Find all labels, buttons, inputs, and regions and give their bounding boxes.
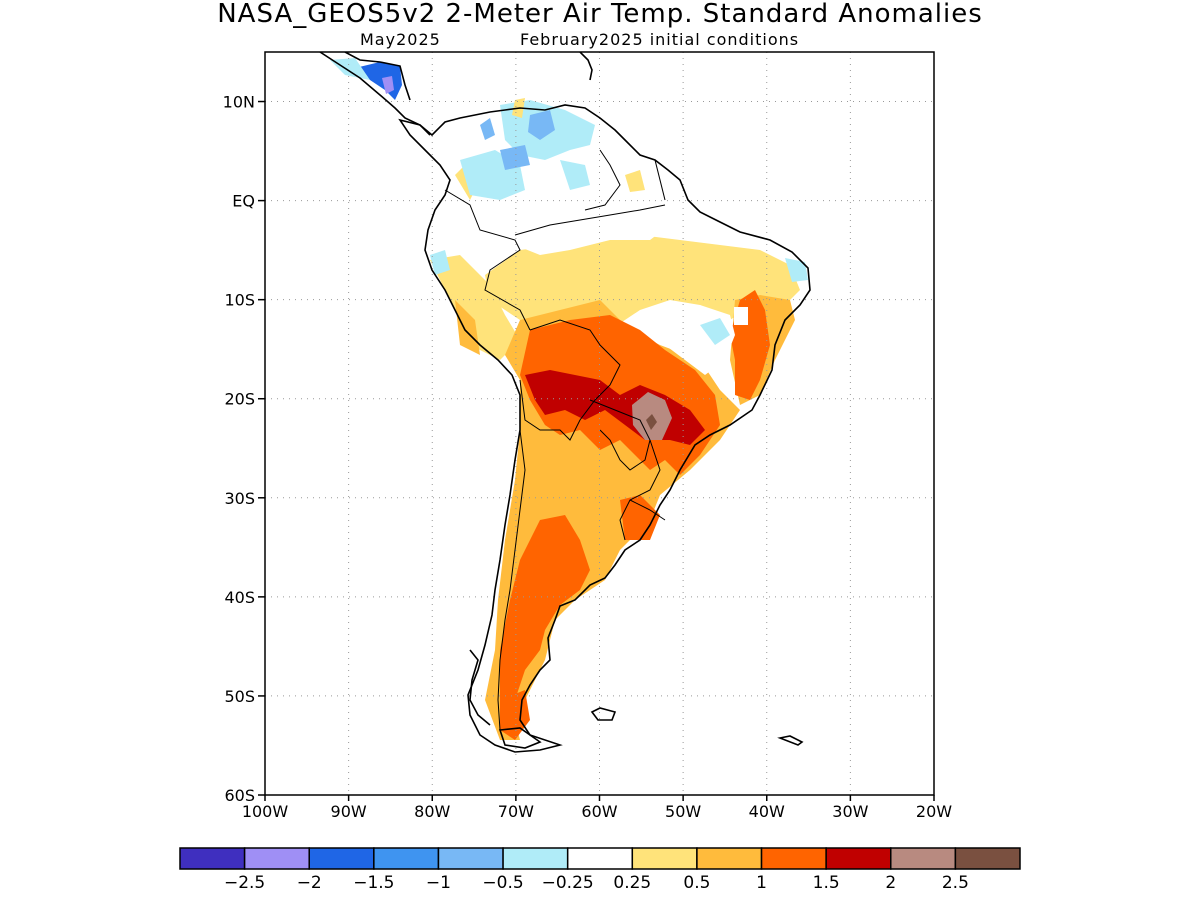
forecast-month: May2025 [360, 30, 441, 49]
border-3 [519, 319, 621, 441]
tierra-del-fuego [498, 727, 542, 749]
anomaly-light-yellow-west [430, 255, 520, 360]
colorbar-label: 2.5 [942, 873, 969, 893]
colorbar-swatch [696, 847, 763, 870]
anomaly-blue-venezuela [528, 110, 555, 140]
map-title: NASA_GEOS5v2 2-Meter Air Temp. Standard … [217, 0, 983, 29]
border-1 [444, 189, 531, 331]
border-6 [497, 429, 526, 731]
anomaly-white-brazil [640, 300, 735, 375]
colorbar-swatch [437, 847, 504, 870]
anomaly-blue-small1 [480, 118, 495, 140]
chile-fjords [469, 649, 491, 726]
colorbar-swatch [308, 847, 375, 870]
initial-conditions: February2025 initial conditions [520, 30, 800, 49]
lat-tick-label: 50S [224, 687, 255, 706]
colorbar-swatch [825, 847, 892, 870]
colorbar-label: 0.5 [683, 873, 710, 893]
colorbar-swatch [179, 847, 246, 870]
anomaly-fields [330, 58, 810, 750]
latitude-axis: 10N EQ 10S 20S 30S 40S 50S 60S [223, 93, 265, 805]
colorbar-swatch [631, 847, 698, 870]
colorbar-label: 0.25 [613, 873, 651, 893]
lon-tick-label: 60W [581, 802, 617, 821]
falklands [590, 707, 617, 721]
lon-tick-label: 90W [331, 802, 367, 821]
anomaly-light-yellow [485, 235, 800, 330]
colorbar-label: 1 [756, 873, 767, 893]
south-america-coast [398, 104, 811, 753]
border-7 [629, 499, 666, 521]
lon-tick-label: 80W [414, 802, 450, 821]
anomaly-dark-orange-se [620, 495, 660, 540]
anomaly-blue-colombia [500, 145, 530, 170]
country-borders [444, 149, 666, 731]
colorbar-label: 2 [885, 873, 896, 893]
anomaly-orange-north [455, 300, 480, 355]
coastlines [319, 52, 811, 753]
colorbar-label: −1 [426, 873, 451, 893]
anomaly-white-square [734, 307, 748, 325]
anomaly-white-north [515, 195, 670, 255]
anomaly-dark-orange-south [500, 515, 590, 705]
colorbar-swatch [760, 847, 827, 870]
colorbar-label: −0.5 [482, 873, 523, 893]
colorbar-label: −2.5 [224, 873, 265, 893]
anomaly-light-blue-central [560, 160, 590, 190]
caribbean-coast [579, 52, 593, 81]
colorbar-swatch [502, 847, 569, 870]
anomaly-light-yellow-guyana [625, 170, 645, 192]
colorbar-swatch [954, 847, 1021, 870]
lat-tick-label: EQ [232, 192, 255, 211]
colorbar-label: 1.5 [813, 873, 840, 893]
lon-tick-label: 70W [498, 802, 534, 821]
lon-tick-label: 40W [749, 802, 785, 821]
lon-tick-label: 50W [665, 802, 701, 821]
colorbar-label: −0.25 [542, 873, 594, 893]
central-america-coast [319, 52, 431, 136]
border-5 [619, 439, 661, 541]
colorbar: −2.5 −2 −1.5 −1 −0.5 −0.25 0.25 0.5 1 1.5 2 2.5 [179, 847, 1021, 893]
anomaly-light-blue-central-america [330, 58, 370, 80]
border-8 [584, 149, 621, 211]
lat-tick-label: 20S [224, 390, 255, 409]
colorbar-label: −1.5 [353, 873, 394, 893]
lat-tick-label: 60S [224, 786, 255, 805]
border-2 [514, 204, 666, 236]
colorbar-swatch [373, 847, 440, 870]
colorbar-swatch [566, 847, 634, 870]
colorbar-label: −2 [297, 873, 322, 893]
lat-tick-label: 10N [223, 93, 255, 112]
anomaly-dark-brown [646, 414, 657, 430]
colorbar-swatch [243, 847, 310, 870]
anomaly-light-blue-ne [785, 258, 808, 282]
anomaly-light-blue-brazil [700, 318, 730, 345]
lat-tick-label: 10S [224, 291, 255, 310]
lon-tick-label: 100W [242, 802, 289, 821]
lat-tick-label: 30S [224, 489, 255, 508]
longitude-axis: 100W 90W 80W 70W 60W 50W 40W 30W 20W [242, 795, 952, 821]
border-4 [589, 399, 651, 471]
colorbar-swatch [890, 847, 957, 870]
south-georgia [777, 735, 804, 746]
lat-tick-label: 40S [224, 588, 255, 607]
lon-tick-label: 20W [916, 802, 952, 821]
border-9 [654, 159, 666, 201]
lon-tick-label: 30W [832, 802, 868, 821]
anomaly-light-blue-west [430, 250, 450, 275]
anomaly-purple-central-america [382, 76, 394, 94]
central-america-coast-north [344, 52, 411, 101]
